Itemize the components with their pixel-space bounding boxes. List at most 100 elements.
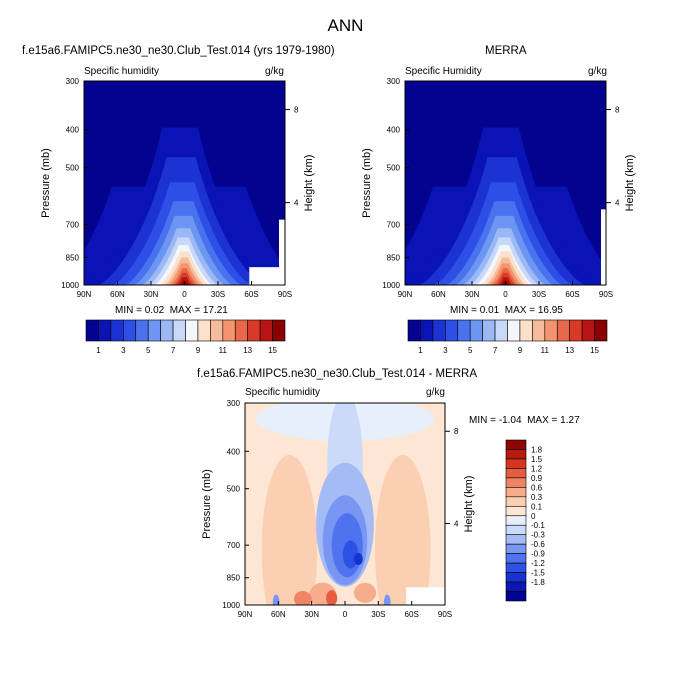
model-colorbar-cell: [185, 319, 199, 342]
diff-min-label: MIN =: [469, 415, 496, 426]
diff-colorbar-cell: [505, 449, 527, 460]
diff-x-tick-label: 0: [343, 610, 348, 619]
model-y-tick-label: 400: [66, 126, 80, 135]
model-colorbar-cell: [234, 319, 248, 342]
obs-colorbar-label: 1: [418, 346, 423, 355]
obs-x-tick-label: 60N: [431, 290, 446, 299]
diff-colorbar-label: 0.6: [531, 483, 543, 492]
model-y-tick-label: 1000: [61, 281, 79, 290]
obs-colorbar-cell: [445, 319, 459, 342]
model-missing-mask: [249, 267, 279, 285]
model-colorbar-cell: [110, 319, 124, 342]
obs-colorbar-cell: [594, 319, 608, 342]
model-min-value: 0.02: [144, 305, 165, 316]
model-colorbar-label: 1: [96, 346, 101, 355]
model-missing-edge: [279, 219, 285, 285]
diff-colorbar-label: -1.5: [531, 569, 545, 578]
obs-colorbar-label: 5: [468, 346, 473, 355]
obs-colorbar-cell: [569, 319, 583, 342]
obs-colorbar-cell: [482, 319, 496, 342]
model-colorbar-label: 7: [171, 346, 176, 355]
model-panel-title: f.e15a6.FAMIPC5.ne30_ne30.Club_Test.014 …: [22, 45, 335, 57]
obs-minmax: MIN = 0.01 MAX = 16.95: [450, 305, 563, 316]
obs-height-tick-label: 4: [615, 199, 620, 208]
model-colorbar-cell: [172, 319, 186, 342]
diff-positive-region: [326, 590, 338, 605]
model-colorbar-cell: [222, 319, 236, 342]
diff-minmax: MIN = -1.04 MAX = 1.27: [469, 415, 580, 426]
diff-units-label: g/kg: [426, 387, 445, 398]
model-colorbar-cell: [160, 319, 174, 342]
diff-x-tick-label: 60N: [271, 610, 286, 619]
diff-x-tick-label: 60S: [405, 610, 419, 619]
model-x-tick-label: 90N: [77, 290, 92, 299]
obs-y-tick-label: 400: [387, 126, 401, 135]
diff-negative-region: [353, 552, 363, 565]
model-x-tick-label: 30S: [211, 290, 225, 299]
obs-x-tick-label: 90N: [398, 290, 413, 299]
obs-variable-label: Specific Humidity: [405, 66, 482, 77]
diff-negative-region: [272, 594, 280, 605]
model-colorbar-label: 11: [219, 346, 228, 355]
diff-colorbar-cell: [505, 572, 527, 583]
obs-max-label: MAX =: [504, 305, 536, 316]
obs-colorbar-label: 7: [493, 346, 498, 355]
diff-positive-region: [375, 454, 431, 605]
diff-colorbar-cell: [505, 553, 527, 564]
diff-colorbar-cell: [505, 562, 527, 573]
obs-y-tick-label: 700: [387, 221, 401, 230]
model-y-tick-label: 700: [66, 221, 80, 230]
diff-colorbar-label: -1.2: [531, 559, 545, 568]
diff-colorbar-label: -0.3: [531, 531, 545, 540]
obs-colorbar-label: 11: [541, 346, 550, 355]
diff-negative-region: [383, 594, 391, 605]
diff-colorbar-cell: [505, 487, 527, 498]
diff-colorbar-cell: [505, 524, 527, 536]
obs-colorbar-label: 9: [518, 346, 523, 355]
obs-colorbar-cell: [407, 319, 421, 342]
diff-colorbar-cell: [505, 496, 527, 507]
diff-colorbar-cell: [505, 477, 527, 488]
diff-positive-region: [261, 454, 318, 605]
obs-colorbar-cell: [494, 319, 508, 342]
diff-colorbar-cell: [505, 505, 527, 517]
model-min-label: MIN =: [115, 305, 142, 316]
obs-ylabel-right: Height (km): [624, 155, 636, 212]
model-x-tick-label: 60N: [110, 290, 125, 299]
diff-colorbar-cell: [505, 534, 527, 545]
obs-colorbar-label: 13: [565, 346, 574, 355]
model-colorbar-cell: [210, 319, 224, 342]
model-colorbar-cell: [247, 319, 261, 342]
obs-colorbar-cell: [469, 319, 483, 342]
diff-y-tick-label: 700: [227, 541, 241, 550]
model-x-tick-label: 90S: [278, 290, 292, 299]
main-title: ANN: [327, 16, 364, 35]
model-colorbar-cell: [259, 319, 273, 342]
diff-colorbar-cell: [505, 515, 527, 526]
model-ylabel: Pressure (mb): [40, 148, 52, 218]
diff-x-tick-label: 30S: [371, 610, 385, 619]
model-colorbar-cell: [123, 319, 137, 342]
diff-colorbar-cell: [505, 468, 527, 479]
obs-colorbar-cell: [532, 319, 546, 342]
diff-y-tick-label: 500: [227, 485, 241, 494]
obs-x-tick-label: 0: [503, 290, 508, 299]
obs-x-tick-label: 90S: [599, 290, 613, 299]
diff-min-value: -1.04: [498, 415, 522, 426]
obs-min-label: MIN =: [450, 305, 477, 316]
obs-colorbar-cell: [544, 319, 558, 342]
obs-colorbar-cell: [519, 319, 533, 342]
model-x-tick-label: 60S: [244, 290, 258, 299]
model-x-tick-label: 0: [182, 290, 187, 299]
diff-y-tick-label: 850: [227, 574, 241, 583]
model-colorbar-label: 15: [268, 346, 277, 355]
diff-colorbar-label: -0.9: [531, 550, 545, 559]
obs-x-tick-label: 60S: [565, 290, 579, 299]
diff-colorbar-cell: [505, 439, 527, 450]
obs-colorbar-cell: [432, 319, 446, 342]
model-y-tick-label: 850: [66, 253, 80, 262]
diff-colorbar-label: -1.8: [531, 578, 545, 587]
diff-y-tick-label: 300: [227, 399, 241, 408]
diff-y-tick-label: 1000: [222, 601, 240, 610]
model-y-tick-label: 300: [66, 77, 80, 86]
